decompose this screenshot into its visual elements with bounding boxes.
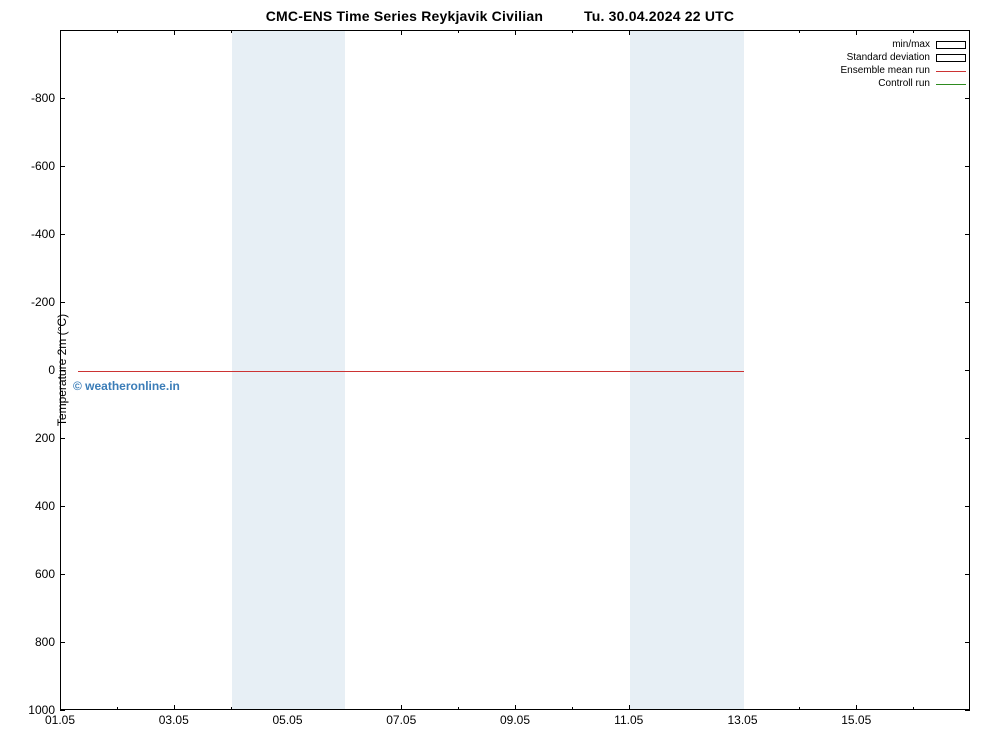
x-tick-label: 09.05 <box>500 713 530 727</box>
y-tick-label: 0 <box>0 363 55 377</box>
legend-label: Ensemble mean run <box>841 64 931 77</box>
y-tick-mark <box>60 710 65 711</box>
chart-title: CMC-ENS Time Series Reykjavik Civilian T… <box>0 8 1000 24</box>
y-tick-label: -600 <box>0 159 55 173</box>
watermark: © weatheronline.in <box>73 379 180 393</box>
legend-item: Ensemble mean run <box>841 64 967 77</box>
legend-swatch <box>936 53 966 63</box>
ensemble-mean-line <box>78 371 743 372</box>
y-tick-label: 200 <box>0 431 55 445</box>
legend-label: Controll run <box>878 77 930 90</box>
x-tick-label: 07.05 <box>386 713 416 727</box>
legend-swatch <box>936 79 966 89</box>
legend-label: Standard deviation <box>847 51 930 64</box>
legend-swatch <box>936 40 966 50</box>
x-tick-label: 03.05 <box>159 713 189 727</box>
y-tick-label: -800 <box>0 91 55 105</box>
plot-area: © weatheronline.in <box>60 30 970 710</box>
y-tick-label: 800 <box>0 635 55 649</box>
title-right: Tu. 30.04.2024 22 UTC <box>584 8 734 24</box>
y-tick-label: 400 <box>0 499 55 513</box>
y-tick-label: -200 <box>0 295 55 309</box>
legend-item: min/max <box>841 38 967 51</box>
x-tick-label: 01.05 <box>45 713 75 727</box>
legend: min/maxStandard deviationEnsemble mean r… <box>841 38 967 90</box>
x-tick-label: 15.05 <box>841 713 871 727</box>
y-tick-mark <box>965 710 970 711</box>
legend-label: min/max <box>892 38 930 51</box>
x-tick-label: 05.05 <box>272 713 302 727</box>
y-tick-label: -400 <box>0 227 55 241</box>
weekend-band <box>630 31 744 709</box>
weekend-band <box>232 31 346 709</box>
legend-item: Controll run <box>841 77 967 90</box>
legend-swatch <box>936 66 966 76</box>
legend-item: Standard deviation <box>841 51 967 64</box>
title-left: CMC-ENS Time Series Reykjavik Civilian <box>266 8 543 24</box>
chart-container: CMC-ENS Time Series Reykjavik Civilian T… <box>0 0 1000 733</box>
y-tick-label: 600 <box>0 567 55 581</box>
x-tick-label: 13.05 <box>727 713 757 727</box>
x-tick-label: 11.05 <box>614 713 643 727</box>
